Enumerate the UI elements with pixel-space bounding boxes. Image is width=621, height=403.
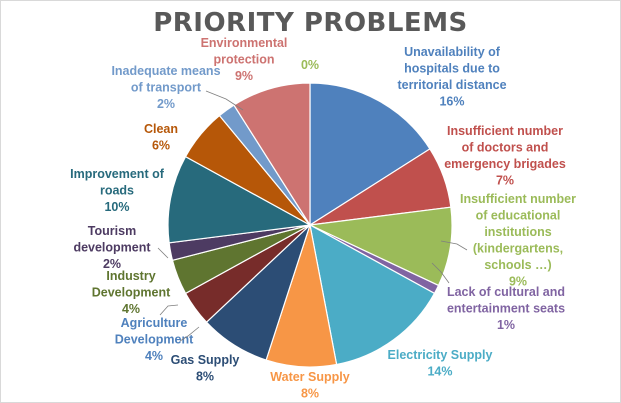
leader-line-2 <box>159 304 179 316</box>
data-label-unavailability-of-hospitals-due-to-territorial-distance: Unavailability of hospitals due to territo… <box>397 45 506 109</box>
pie-slice-insufficient-number-of-educational-institutions-kindergartens-schools <box>307 206 453 287</box>
pie-slice-unavailability-of-hospitals-due-to-territorial-distance <box>309 82 431 227</box>
chart-title: PRIORITY PROBLEMS <box>153 8 468 38</box>
data-label-zero: 0% <box>301 58 319 72</box>
leader-line-5 <box>440 240 468 251</box>
data-label-water-supply: Water Supply 8% <box>270 370 349 401</box>
data-label-gas-supply: Gas Supply 8% <box>171 353 240 384</box>
data-label-inadequate-means-of-transport: Inadequate means of transport 2% <box>111 64 220 111</box>
data-label-industry-development: Industry Development 4% <box>92 269 171 316</box>
pie-slice-environmental-protection <box>233 82 311 228</box>
data-label-improvement-of-roads: Improvement of roads 10% <box>70 167 165 214</box>
data-label-clean: Clean 6% <box>144 122 178 153</box>
pie-slice-improvement-of-roads <box>167 155 312 244</box>
data-label-insufficient-number-of-doctors-and-emergency-brigades: Insufficient number of doctors and emergen… <box>444 124 566 188</box>
data-label-lack-of-cultural-and-entertainment-seats: Lack of cultural and entertainment seats 1… <box>447 285 565 332</box>
leader-line-4 <box>205 90 244 111</box>
data-label-electricity-supply: Electricity Supply 14% <box>388 348 493 379</box>
data-label-agriculture-development: Agriculture Development 4% <box>115 316 194 363</box>
leader-line-0 <box>431 262 450 284</box>
leader-line-1 <box>157 247 169 259</box>
pie-slice-electricity-supply <box>309 223 436 366</box>
data-label-insufficient-number-of-educational-institutions-kindergartens-schools: Insufficient number of educational institu… <box>460 192 576 289</box>
leader-line-3 <box>179 326 200 342</box>
data-label-tourism-development: Tourism development 2% <box>73 224 151 271</box>
data-label-environmental-protection: Environmental protection 9% <box>201 36 288 83</box>
